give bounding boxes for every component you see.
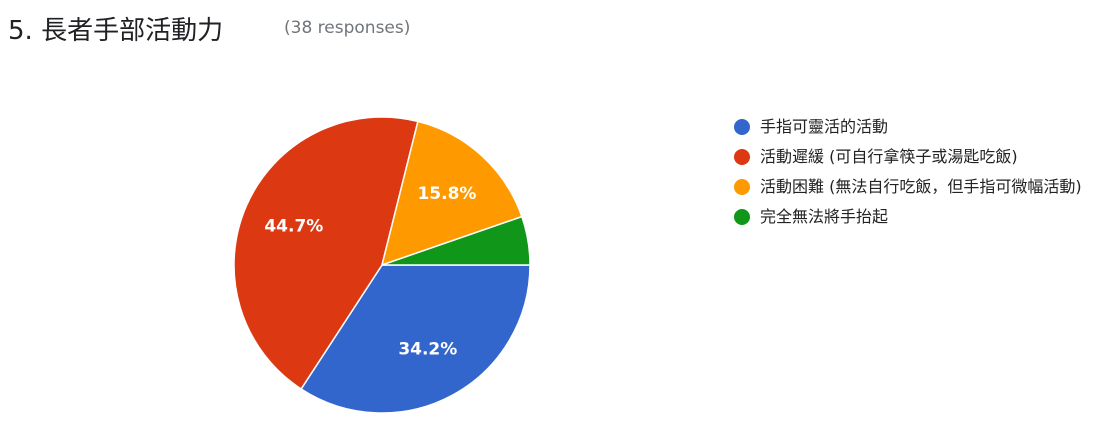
legend-item: 手指可靈活的活動 [734, 116, 1094, 138]
pie-slice [380, 120, 523, 267]
legend-label: 活動遲緩 (可自行拿筷子或湯匙吃飯) [760, 147, 1018, 166]
legend-item: 活動遲緩 (可自行拿筷子或湯匙吃飯) [734, 146, 1094, 168]
legend-label: 手指可靈活的活動 [760, 117, 889, 136]
pie-slice [233, 116, 419, 390]
legend-item: 活動困難 (無法自行吃飯，但手指可微幅活動) [734, 176, 1094, 198]
chart-subtitle: (38 responses) [284, 18, 411, 38]
pie-slice [381, 215, 531, 266]
legend-marker [734, 179, 750, 195]
data-label: 44.7% [264, 217, 323, 237]
legend-marker [734, 149, 750, 165]
data-label: 15.8% [417, 184, 476, 204]
legend-item: 完全無法將手抬起 [734, 206, 1094, 228]
chart-title: 5. 長者手部活動力 [8, 16, 224, 46]
legend-marker [734, 209, 750, 225]
legend-label: 完全無法將手抬起 [760, 207, 889, 226]
legend-label: 活動困難 (無法自行吃飯，但手指可微幅活動) [760, 177, 1082, 196]
data-label: 34.2% [398, 340, 457, 360]
legend-marker [734, 119, 750, 135]
legend: 手指可靈活的活動活動遲緩 (可自行拿筷子或湯匙吃飯) 活動困難 (無法自行吃飯，但… [734, 116, 1094, 236]
